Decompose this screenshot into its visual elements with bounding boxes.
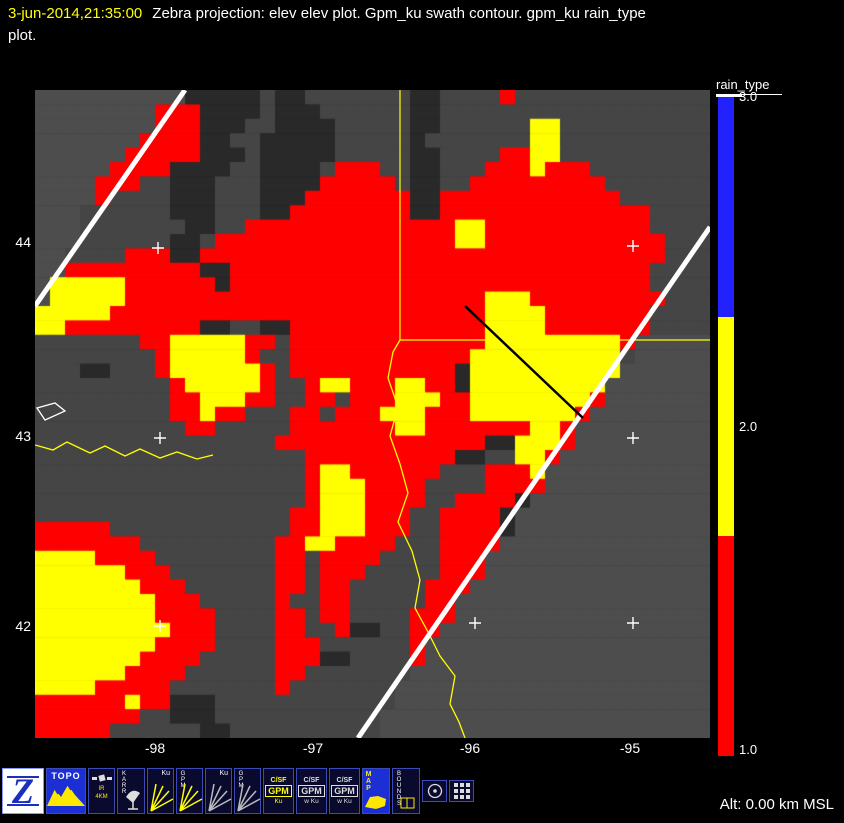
colorbar-segment-2.0 [718,316,734,537]
lat-label-43: 43 [15,428,31,444]
csf-gpm-ku-button[interactable]: C/SF GPM Ku [263,768,294,814]
ku-swath-alt-button[interactable]: Ku [205,768,232,814]
button-label: 4KM [95,794,108,800]
colorbar-label-1.0: 1.0 [739,742,758,757]
satellite-icon [91,774,112,782]
button-label: TOPO [51,771,81,781]
river-border-line [387,339,466,738]
radar-dish-icon [126,790,140,810]
button-label: GPM [298,785,325,797]
gpm-swath-alt-button[interactable]: GPM [234,768,261,814]
cross-section-line[interactable] [464,305,584,419]
button-label: GPM [180,771,186,789]
rain-raster-canvas[interactable] [35,90,710,738]
colorbar-title: rain_type [716,77,782,95]
zebra-z-icon: Z [12,771,34,811]
button-label: GPM [331,785,358,797]
circle-dot-icon [427,783,442,799]
button-label: C/SF [303,777,320,784]
swath-edge-line-west [35,90,188,308]
colorbar-top-tick [716,95,742,97]
gpm-swath-button[interactable]: GPM [176,768,203,814]
swath-edge-line-east [355,225,710,738]
lon-label--97: -97 [302,740,324,756]
button-label: Ku [274,798,283,805]
overlay-grid-button[interactable] [449,780,474,802]
map-overlay [35,90,710,738]
ku-swath-button[interactable]: Ku [147,768,174,814]
lat-label-44: 44 [15,234,31,250]
button-label: w Ku [337,798,352,805]
button-label: GPM [265,785,292,797]
button-label: Ku [219,770,228,777]
plot-description: Zebra projection: elev elev plot. Gpm_ku… [152,5,646,22]
button-label: Ku [161,770,170,777]
plot-description-line2: plot. [8,27,37,44]
button-label: C/SF [270,777,287,784]
status-bar: 3-jun-2014,21:35:00 Zebra projection: ele… [8,3,840,47]
lon-label--96: -96 [459,740,481,756]
usa-map-icon [365,796,386,809]
zebra-logo-button[interactable]: Z [2,768,44,814]
csf-gpm-wku-button[interactable]: C/SF GPM w Ku [296,768,327,814]
button-label: C/SF [336,777,353,784]
lake-contour [35,402,67,421]
button-label: MAP [365,771,372,792]
swath-beams-icon [208,783,232,812]
button-label: w Ku [304,798,319,805]
swath-beams-icon [150,783,174,812]
colorbar: rain_type 3.0 2.0 1.0 [716,76,842,771]
mountain-icon [47,784,85,806]
csf-gpm-wku-button-2[interactable]: C/SF GPM w Ku [329,768,360,814]
grid-icon [453,783,470,799]
lon-label--98: -98 [144,740,166,756]
button-label: IR [98,786,105,792]
button-label: GPM [238,771,244,789]
colorbar-gradient [718,97,734,757]
lon-label--95: -95 [619,740,641,756]
colorbar-label-2.0: 2.0 [739,419,758,434]
lat-label-42: 42 [15,618,31,634]
grid-plus-markers [152,240,639,632]
topo-button[interactable]: TOPO [46,768,86,814]
map-viewport [35,90,710,738]
timestamp: 3-jun-2014,21:35:00 [8,5,143,22]
colorbar-label-3.0: 3.0 [739,89,758,104]
swath-beams-icon [237,783,261,812]
toolbar: Z TOPO IR 4KM KARR Ku GPM Ku GPM C/SF GPM Ku C… [2,768,474,814]
button-label: BOUNDS [396,771,402,807]
overlay-circle-button[interactable] [422,780,447,802]
map-button[interactable]: MAP [362,768,390,814]
colorbar-segment-3.0 [718,97,734,317]
ir-4km-button[interactable]: IR 4KM [88,768,115,814]
button-label: KARR [121,771,127,795]
karr-radar-button[interactable]: KARR [117,768,145,814]
swath-beams-icon [179,783,203,812]
bounds-icon [400,797,415,809]
colorbar-segment-1.0 [718,536,734,757]
river-border-line-west [35,441,214,460]
altitude-readout: Alt: 0.00 km MSL [719,796,834,813]
bounds-button[interactable]: BOUNDS [392,768,420,814]
